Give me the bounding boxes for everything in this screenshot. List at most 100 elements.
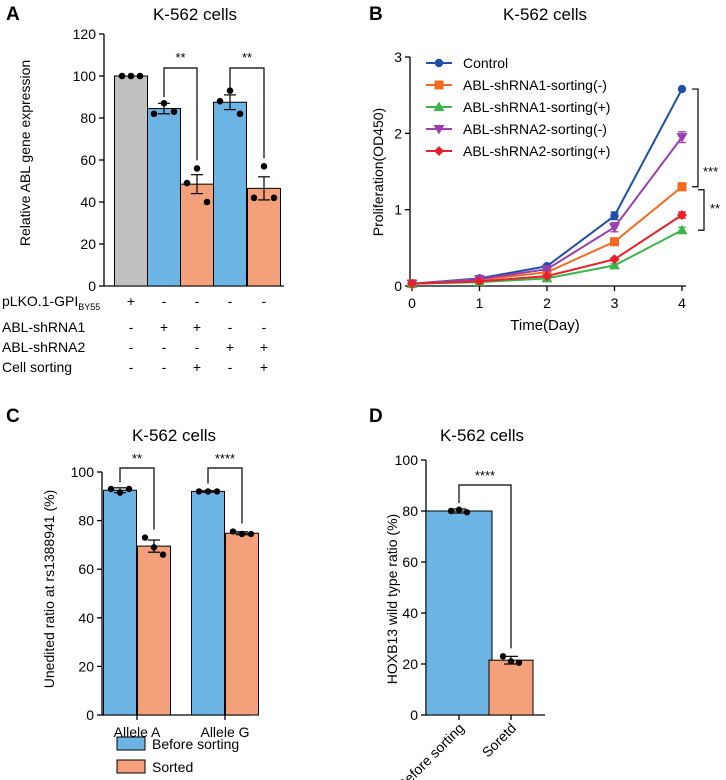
panel-b-ylabel: Proliferation(OD450) xyxy=(370,108,386,236)
significance-label: **** xyxy=(215,451,235,466)
panel-a-y-axis-tick-label: 60 xyxy=(80,152,96,168)
significance-label: ** xyxy=(710,201,720,216)
panel-b-axes: 0 1 2 3 0 1 2 3 4 xyxy=(394,49,686,311)
panel-a-y-axis-tick-label: 20 xyxy=(80,236,96,252)
condition-mark: + xyxy=(260,359,268,375)
data-point xyxy=(159,551,167,558)
data-point xyxy=(677,210,687,221)
panel-a-plot xyxy=(104,72,284,287)
significance-bracket xyxy=(207,467,243,524)
panel-d-y-axis-tick-label: 60 xyxy=(402,554,418,570)
legend-swatch xyxy=(116,759,146,774)
significance-bracket xyxy=(229,67,265,159)
significance-label: ** xyxy=(242,50,252,65)
panel-b-y-axis-tick-label: 3 xyxy=(394,49,402,65)
condition-mark: + xyxy=(193,359,201,375)
panel-c-y-axis-tick-label: 80 xyxy=(78,513,94,529)
condition-mark: - xyxy=(162,293,167,309)
condition-mark: - xyxy=(228,293,233,309)
condition-mark: + xyxy=(127,293,135,309)
series-line xyxy=(411,136,683,285)
data-point xyxy=(270,194,278,202)
bar xyxy=(425,510,493,716)
data-point xyxy=(170,108,178,115)
significance-bracket xyxy=(698,189,705,231)
data-point xyxy=(160,100,168,107)
panel-c-y-axis-tick-label: 60 xyxy=(78,561,94,577)
panel-c-y-axis-tick-label: 20 xyxy=(78,658,94,674)
bar xyxy=(225,532,259,716)
panel-c-x-tick-label: Allele A xyxy=(114,724,161,740)
panel-b-x-tick-label: 1 xyxy=(476,295,484,311)
condition-mark: + xyxy=(226,339,234,355)
panel-a: A K-562 cells Relative ABL gene expressi… xyxy=(2,4,284,375)
panel-c-legend: Before sorting Sorted xyxy=(116,736,239,775)
series-line xyxy=(411,88,683,285)
data-point xyxy=(609,254,620,265)
panel-d-letter: D xyxy=(369,406,383,427)
panel-d-title: K-562 cells xyxy=(440,426,524,445)
panel-c-y-axis-tick-label: 100 xyxy=(71,464,95,480)
bar xyxy=(213,101,247,287)
bar xyxy=(488,659,534,716)
panel-a-y-axis-tick-label: 120 xyxy=(73,26,97,42)
data-point xyxy=(150,544,158,551)
panel-b-x-tick-label: 2 xyxy=(543,295,551,311)
data-point xyxy=(136,72,144,80)
condition-mark: - xyxy=(129,319,134,335)
data-point xyxy=(107,485,115,493)
data-point xyxy=(127,72,135,80)
data-point xyxy=(541,265,553,275)
panel-c-title: K-562 cells xyxy=(132,426,216,445)
data-point xyxy=(609,223,620,233)
panel-b-y-axis-tick-label: 2 xyxy=(394,125,402,141)
legend-label: Before sorting xyxy=(152,736,239,752)
panel-a-letter: A xyxy=(6,4,20,25)
bar xyxy=(114,75,148,287)
data-point xyxy=(226,87,234,94)
data-point xyxy=(150,110,158,118)
data-point xyxy=(260,163,268,170)
data-point xyxy=(676,133,688,143)
panel-b-plot xyxy=(406,84,688,290)
panel-a-y-axis-tick-label: 100 xyxy=(73,68,97,84)
condition-mark: - xyxy=(228,359,233,375)
panel-d-y-axis-tick-label: 20 xyxy=(402,656,418,672)
condition-mark: - xyxy=(228,319,233,335)
panel-d-y-axis-tick-label: 40 xyxy=(402,605,418,621)
panel-c: C K-562 cells Unedited ratio at rs138894… xyxy=(6,406,259,775)
condition-row-label: ABL-shRNA2 xyxy=(2,339,85,355)
data-point xyxy=(216,97,224,105)
panel-d-y-axis-tick-label: 80 xyxy=(402,503,418,519)
condition-mark: - xyxy=(195,293,200,309)
panel-b-xlabel: Time(Day) xyxy=(510,317,579,334)
data-point xyxy=(183,179,191,187)
data-point xyxy=(125,485,133,493)
data-point xyxy=(677,84,687,94)
data-point xyxy=(677,182,687,192)
panel-d-significance: **** xyxy=(458,468,512,649)
legend-label: ABL-shRNA2-sorting(-) xyxy=(463,121,607,137)
significance-label: ** xyxy=(132,451,142,466)
panel-b-legend: Control ABL-shRNA1-sorting(-) ABL-shRNA1-s… xyxy=(426,55,610,159)
legend-marker xyxy=(434,58,444,68)
condition-mark: + xyxy=(260,339,268,355)
data-point xyxy=(515,659,523,666)
data-point xyxy=(204,488,212,495)
data-point xyxy=(213,488,221,495)
panel-a-significance: ** ** xyxy=(163,50,265,161)
bar xyxy=(137,545,171,716)
legend-marker xyxy=(433,125,445,135)
panel-c-x-tick-label: Allele G xyxy=(200,724,249,740)
condition-mark: - xyxy=(162,359,167,375)
condition-mark: - xyxy=(162,339,167,355)
panel-d-x-tick-label: Before sorting xyxy=(394,720,467,780)
panel-c-letter: C xyxy=(6,406,20,427)
data-point xyxy=(247,530,255,538)
data-point xyxy=(676,224,688,235)
condition-mark: + xyxy=(160,319,168,335)
panel-b-title: K-562 cells xyxy=(503,5,587,24)
panel-d-y-axis-tick-label: 0 xyxy=(410,707,418,723)
bar xyxy=(103,489,137,716)
